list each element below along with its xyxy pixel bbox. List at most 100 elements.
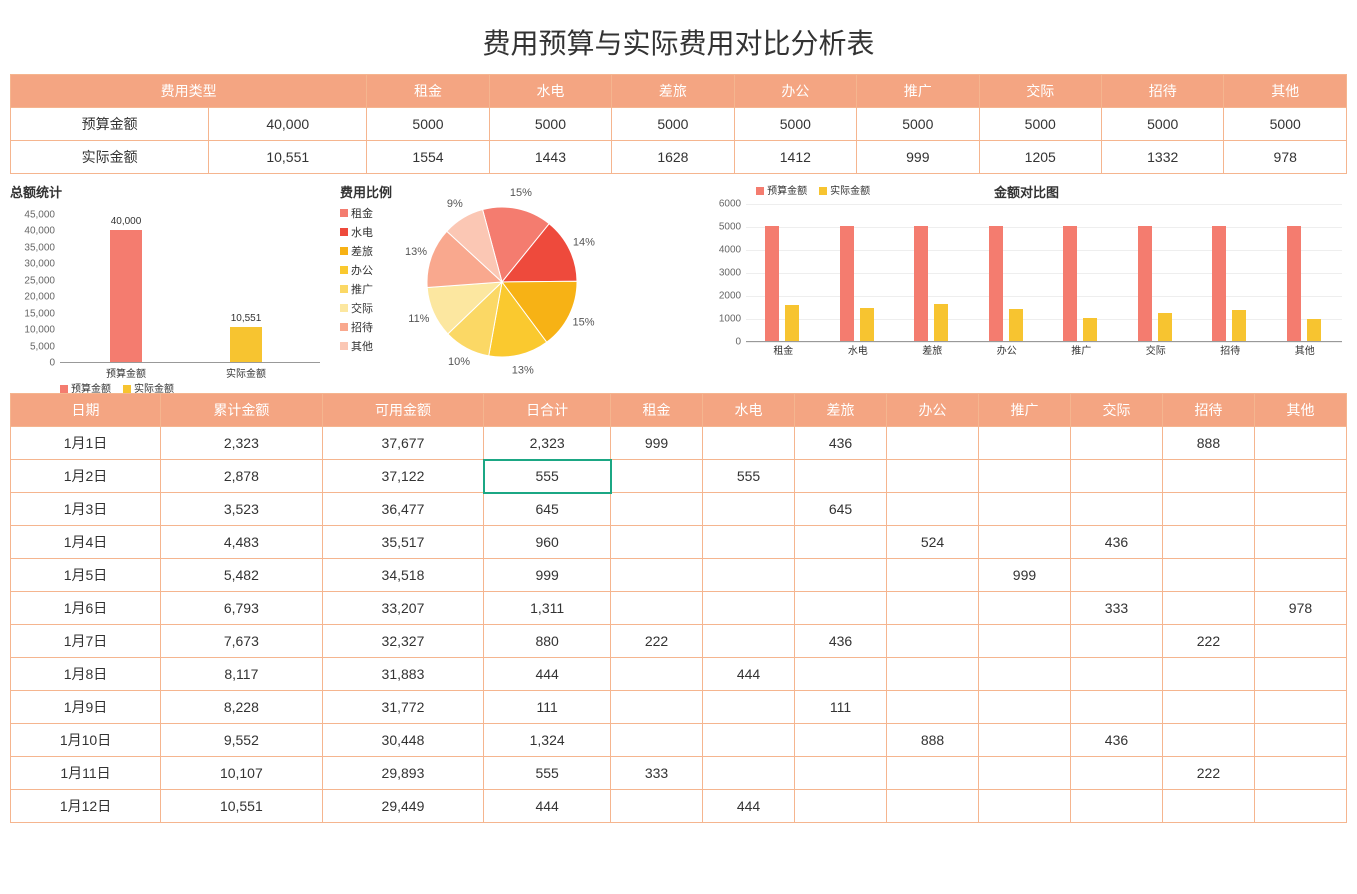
detail-cell[interactable]: 29,449 [322, 790, 484, 823]
detail-cell[interactable]: 1月6日 [11, 592, 161, 625]
actual-cell[interactable]: 1412 [734, 141, 856, 174]
detail-cell[interactable]: 4,483 [161, 526, 323, 559]
detail-cell[interactable] [1162, 493, 1254, 526]
detail-cell[interactable]: 36,477 [322, 493, 484, 526]
detail-cell[interactable]: 444 [703, 790, 795, 823]
detail-cell[interactable]: 555 [703, 460, 795, 493]
detail-cell[interactable]: 524 [887, 526, 979, 559]
detail-cell[interactable] [611, 724, 703, 757]
detail-cell[interactable]: 880 [484, 625, 611, 658]
detail-cell[interactable]: 1月8日 [11, 658, 161, 691]
detail-cell[interactable] [611, 460, 703, 493]
detail-cell[interactable] [978, 790, 1070, 823]
detail-cell[interactable] [611, 526, 703, 559]
detail-cell[interactable] [1162, 592, 1254, 625]
detail-cell[interactable]: 888 [887, 724, 979, 757]
detail-cell[interactable] [1254, 790, 1346, 823]
detail-cell[interactable]: 999 [484, 559, 611, 592]
detail-cell[interactable] [795, 592, 887, 625]
detail-cell[interactable] [1070, 559, 1162, 592]
detail-cell[interactable]: 3,523 [161, 493, 323, 526]
detail-cell[interactable] [1162, 526, 1254, 559]
detail-cell[interactable]: 1月2日 [11, 460, 161, 493]
actual-cell[interactable]: 1332 [1101, 141, 1223, 174]
detail-cell[interactable] [978, 691, 1070, 724]
detail-cell[interactable]: 333 [1070, 592, 1162, 625]
detail-cell[interactable] [611, 658, 703, 691]
detail-cell[interactable]: 960 [484, 526, 611, 559]
detail-cell[interactable] [1162, 460, 1254, 493]
detail-cell[interactable] [795, 460, 887, 493]
detail-cell[interactable]: 37,677 [322, 427, 484, 460]
detail-cell[interactable]: 645 [484, 493, 611, 526]
actual-cell[interactable]: 1205 [979, 141, 1101, 174]
detail-cell[interactable] [978, 526, 1070, 559]
detail-cell[interactable] [611, 592, 703, 625]
detail-cell[interactable]: 10,551 [161, 790, 323, 823]
detail-cell[interactable]: 436 [1070, 724, 1162, 757]
detail-cell[interactable]: 999 [978, 559, 1070, 592]
detail-cell[interactable] [887, 691, 979, 724]
actual-cell[interactable]: 1628 [612, 141, 734, 174]
detail-cell[interactable]: 10,107 [161, 757, 323, 790]
detail-cell[interactable] [1070, 460, 1162, 493]
detail-cell[interactable] [887, 757, 979, 790]
detail-cell[interactable] [1070, 691, 1162, 724]
detail-cell[interactable]: 555 [484, 460, 611, 493]
detail-cell[interactable] [1254, 427, 1346, 460]
detail-cell[interactable]: 222 [611, 625, 703, 658]
actual-cell[interactable]: 978 [1224, 141, 1347, 174]
budget-total-cell[interactable]: 40,000 [209, 108, 367, 141]
detail-cell[interactable] [611, 493, 703, 526]
detail-cell[interactable] [1254, 724, 1346, 757]
detail-cell[interactable] [978, 757, 1070, 790]
detail-cell[interactable]: 1月4日 [11, 526, 161, 559]
detail-cell[interactable]: 1月10日 [11, 724, 161, 757]
detail-cell[interactable]: 1月11日 [11, 757, 161, 790]
detail-cell[interactable] [887, 427, 979, 460]
detail-cell[interactable] [795, 559, 887, 592]
detail-cell[interactable] [611, 790, 703, 823]
detail-cell[interactable]: 999 [611, 427, 703, 460]
detail-cell[interactable]: 436 [1070, 526, 1162, 559]
detail-cell[interactable] [795, 526, 887, 559]
actual-label-cell[interactable]: 实际金额 [11, 141, 209, 174]
detail-cell[interactable]: 2,323 [161, 427, 323, 460]
budget-cell[interactable]: 5000 [734, 108, 856, 141]
detail-cell[interactable] [703, 592, 795, 625]
detail-cell[interactable] [887, 460, 979, 493]
detail-cell[interactable] [1254, 757, 1346, 790]
detail-cell[interactable] [703, 691, 795, 724]
detail-cell[interactable] [1254, 559, 1346, 592]
detail-cell[interactable]: 1月1日 [11, 427, 161, 460]
detail-cell[interactable] [1070, 757, 1162, 790]
detail-cell[interactable] [703, 757, 795, 790]
detail-cell[interactable]: 2,323 [484, 427, 611, 460]
detail-cell[interactable] [887, 790, 979, 823]
detail-cell[interactable]: 1月9日 [11, 691, 161, 724]
budget-cell[interactable]: 5000 [367, 108, 489, 141]
detail-cell[interactable] [1254, 493, 1346, 526]
detail-cell[interactable] [887, 625, 979, 658]
actual-cell[interactable]: 999 [857, 141, 979, 174]
detail-cell[interactable]: 645 [795, 493, 887, 526]
detail-cell[interactable]: 111 [484, 691, 611, 724]
detail-cell[interactable]: 2,878 [161, 460, 323, 493]
budget-cell[interactable]: 5000 [1224, 108, 1347, 141]
detail-cell[interactable] [1070, 493, 1162, 526]
detail-cell[interactable] [1162, 724, 1254, 757]
detail-cell[interactable]: 1月5日 [11, 559, 161, 592]
detail-cell[interactable]: 444 [484, 790, 611, 823]
budget-cell[interactable]: 5000 [612, 108, 734, 141]
detail-cell[interactable]: 436 [795, 427, 887, 460]
detail-cell[interactable]: 1月3日 [11, 493, 161, 526]
detail-cell[interactable] [1254, 691, 1346, 724]
detail-cell[interactable]: 1,324 [484, 724, 611, 757]
actual-total-cell[interactable]: 10,551 [209, 141, 367, 174]
detail-cell[interactable]: 5,482 [161, 559, 323, 592]
detail-cell[interactable] [1254, 460, 1346, 493]
detail-cell[interactable]: 7,673 [161, 625, 323, 658]
detail-cell[interactable]: 31,883 [322, 658, 484, 691]
detail-cell[interactable] [1254, 625, 1346, 658]
detail-cell[interactable]: 1,311 [484, 592, 611, 625]
